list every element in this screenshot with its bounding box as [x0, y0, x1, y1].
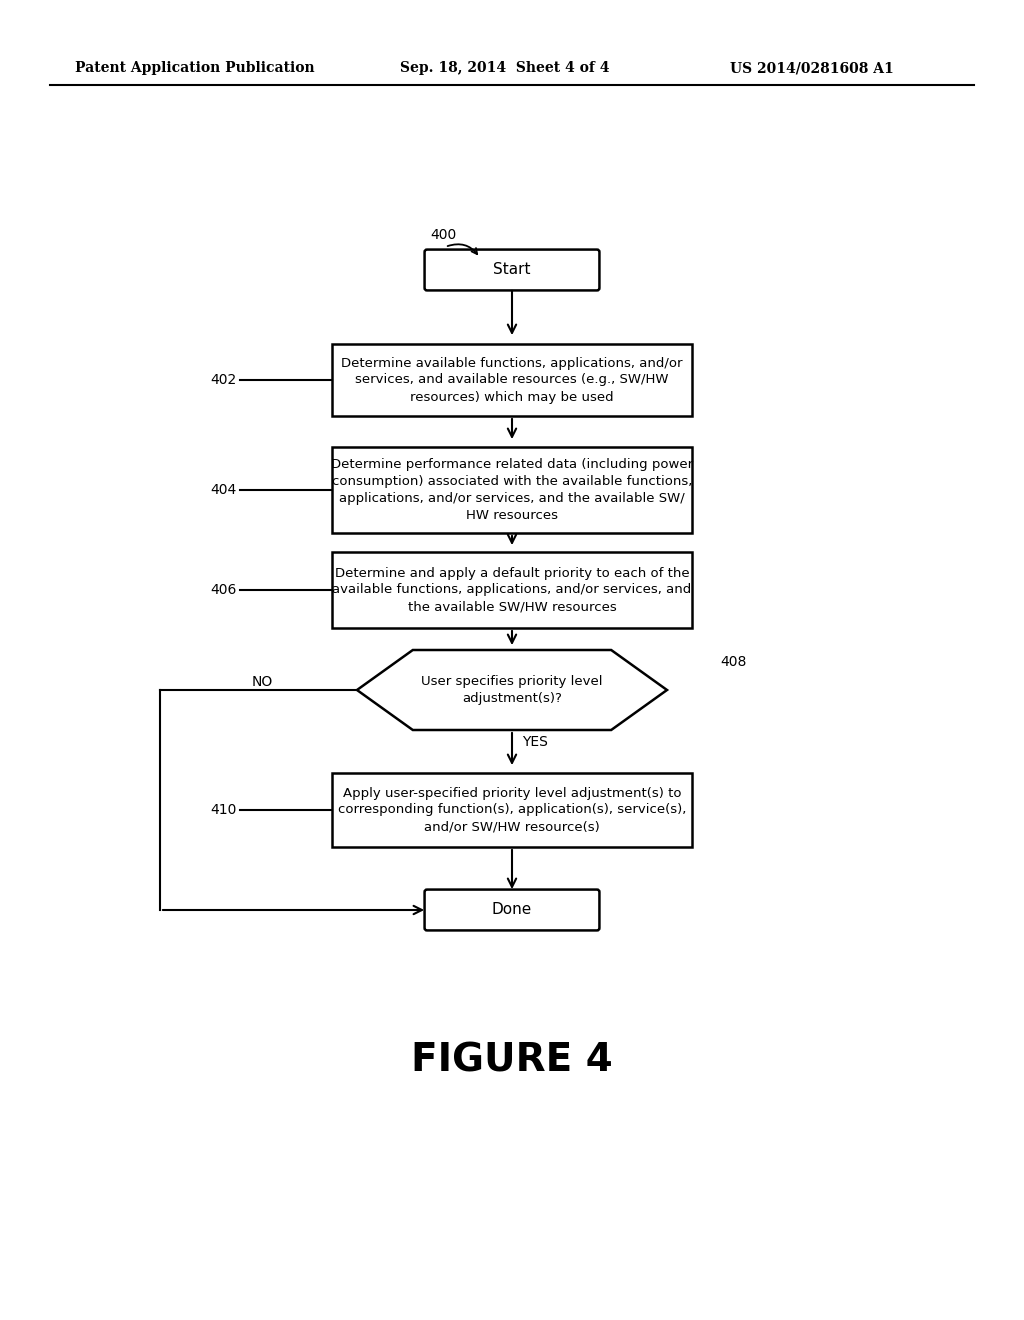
- Text: Sep. 18, 2014  Sheet 4 of 4: Sep. 18, 2014 Sheet 4 of 4: [400, 61, 609, 75]
- Text: 402: 402: [211, 374, 237, 387]
- Text: Patent Application Publication: Patent Application Publication: [75, 61, 314, 75]
- Text: NO: NO: [252, 675, 273, 689]
- Bar: [332, 774, 692, 847]
- Bar: [332, 447, 692, 533]
- FancyBboxPatch shape: [425, 890, 599, 931]
- Text: Determine performance related data (including power
consumption) associated with: Determine performance related data (incl…: [331, 458, 693, 521]
- Text: Determine and apply a default priority to each of the
available functions, appli: Determine and apply a default priority t…: [333, 566, 691, 614]
- Text: 406: 406: [211, 583, 237, 597]
- Text: YES: YES: [522, 735, 548, 748]
- Text: 408: 408: [720, 655, 746, 669]
- Text: 410: 410: [211, 803, 237, 817]
- Text: Start: Start: [494, 263, 530, 277]
- Text: User specifies priority level
adjustment(s)?: User specifies priority level adjustment…: [421, 675, 603, 705]
- Polygon shape: [357, 649, 667, 730]
- Text: 404: 404: [211, 483, 237, 498]
- Text: 400: 400: [430, 228, 457, 242]
- Text: FIGURE 4: FIGURE 4: [411, 1041, 613, 1078]
- Text: Done: Done: [492, 903, 532, 917]
- FancyBboxPatch shape: [425, 249, 599, 290]
- Text: Apply user-specified priority level adjustment(s) to
corresponding function(s), : Apply user-specified priority level adju…: [338, 787, 686, 833]
- Text: Determine available functions, applications, and/or
services, and available reso: Determine available functions, applicati…: [341, 356, 683, 404]
- Text: US 2014/0281608 A1: US 2014/0281608 A1: [730, 61, 894, 75]
- Bar: [332, 552, 692, 628]
- Bar: [332, 345, 692, 416]
